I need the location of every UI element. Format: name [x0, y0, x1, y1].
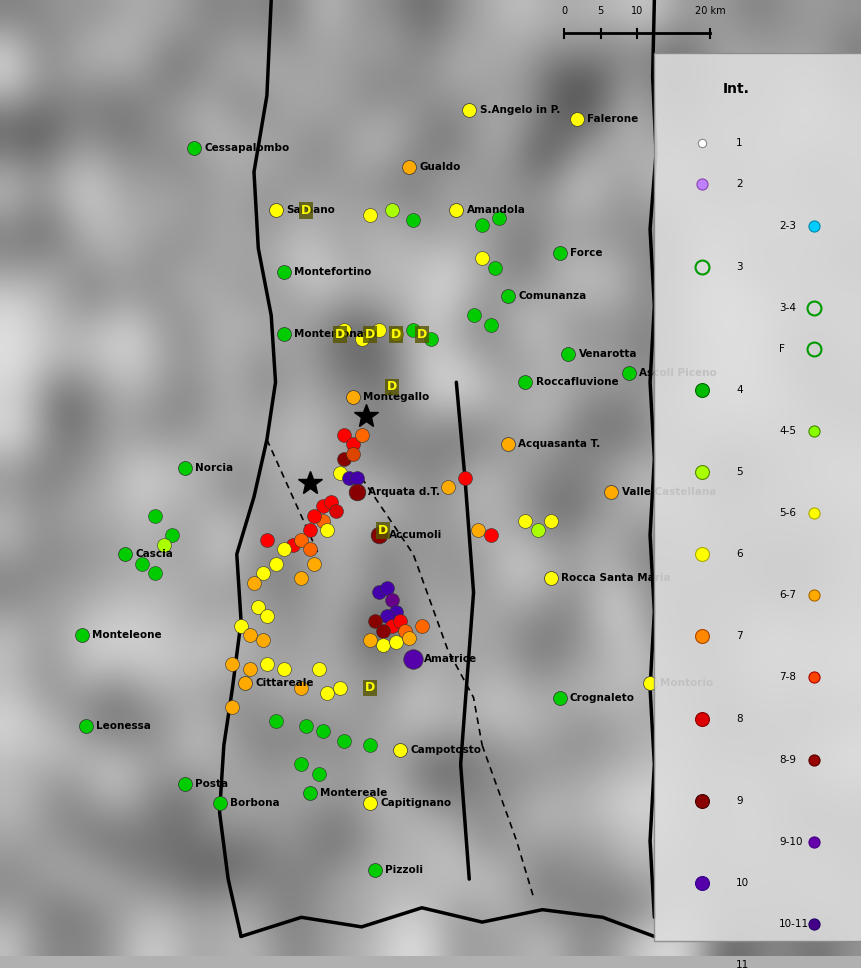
Text: D: D	[387, 380, 397, 394]
Text: 5-6: 5-6	[779, 508, 796, 518]
Text: 6: 6	[736, 549, 743, 560]
Text: D: D	[417, 328, 427, 341]
Text: Pizzoli: Pizzoli	[385, 864, 423, 874]
Text: Amatrice: Amatrice	[424, 654, 477, 664]
Text: Leonessa: Leonessa	[96, 721, 152, 731]
Text: Roccafluvione: Roccafluvione	[536, 378, 618, 387]
Text: Campotosto: Campotosto	[411, 745, 481, 755]
Text: 7: 7	[736, 631, 743, 642]
Text: 9: 9	[736, 796, 743, 805]
Text: Valle Castellana: Valle Castellana	[622, 487, 716, 498]
Text: Amandola: Amandola	[467, 205, 525, 215]
Text: 6-7: 6-7	[779, 590, 796, 600]
Text: Force: Force	[570, 248, 603, 258]
Text: Cessapalombo: Cessapalombo	[204, 143, 289, 153]
Text: Posta: Posta	[195, 778, 228, 789]
Text: 4: 4	[736, 385, 743, 395]
Text: Montemonaco: Montemonaco	[294, 329, 378, 340]
FancyBboxPatch shape	[654, 52, 861, 941]
Text: Montereale: Montereale	[320, 788, 387, 798]
Text: 4-5: 4-5	[779, 426, 796, 436]
Text: D: D	[391, 328, 401, 341]
Text: Rocca Santa Maria: Rocca Santa Maria	[561, 573, 671, 583]
Text: Venarotta: Venarotta	[579, 348, 637, 358]
Text: 11: 11	[736, 960, 749, 968]
Text: 10: 10	[631, 6, 643, 16]
Text: 1: 1	[736, 138, 743, 148]
Text: S.Angelo in P.: S.Angelo in P.	[480, 105, 560, 115]
Text: 5: 5	[598, 6, 604, 16]
Text: 8-9: 8-9	[779, 755, 796, 765]
Text: Capitignano: Capitignano	[381, 798, 452, 807]
Text: 7-8: 7-8	[779, 673, 796, 682]
Text: Montefortino: Montefortino	[294, 267, 372, 277]
Text: Gualdo: Gualdo	[419, 163, 461, 172]
Text: 5: 5	[736, 467, 743, 477]
Text: 0: 0	[561, 6, 567, 16]
Text: D: D	[365, 681, 375, 694]
Text: D: D	[378, 524, 388, 537]
Text: Montorio: Montorio	[660, 679, 714, 688]
Text: Comunanza: Comunanza	[518, 291, 586, 301]
Text: Cascia: Cascia	[135, 549, 173, 560]
Text: Montegallo: Montegallo	[363, 391, 430, 402]
Text: Borbona: Borbona	[230, 798, 280, 807]
Text: 20 km: 20 km	[695, 6, 726, 16]
Text: D: D	[335, 328, 345, 341]
Text: 9-10: 9-10	[779, 837, 802, 847]
Text: D: D	[365, 328, 375, 341]
Text: F: F	[779, 344, 785, 353]
Text: Acquasanta T.: Acquasanta T.	[518, 439, 601, 449]
Text: 8: 8	[736, 713, 743, 723]
Text: 2: 2	[736, 179, 743, 190]
Text: Cittareale: Cittareale	[256, 679, 314, 688]
Text: Monteleone: Monteleone	[92, 630, 162, 641]
Text: 10-11: 10-11	[779, 919, 809, 929]
Text: 3: 3	[736, 261, 743, 272]
Text: Arquata d.T.: Arquata d.T.	[368, 487, 440, 498]
Text: 2-3: 2-3	[779, 221, 796, 230]
Text: Sarnano: Sarnano	[286, 205, 335, 215]
Text: 10: 10	[736, 878, 749, 888]
Text: D: D	[300, 203, 311, 217]
Text: Ascoli Piceno: Ascoli Piceno	[639, 368, 716, 378]
Text: Norcia: Norcia	[195, 464, 233, 473]
Text: Int.: Int.	[722, 81, 750, 96]
Text: Accumoli: Accumoli	[389, 530, 443, 540]
Text: Falerone: Falerone	[587, 114, 639, 125]
Text: Crognaleto: Crognaleto	[570, 692, 635, 703]
Text: 3-4: 3-4	[779, 303, 796, 313]
